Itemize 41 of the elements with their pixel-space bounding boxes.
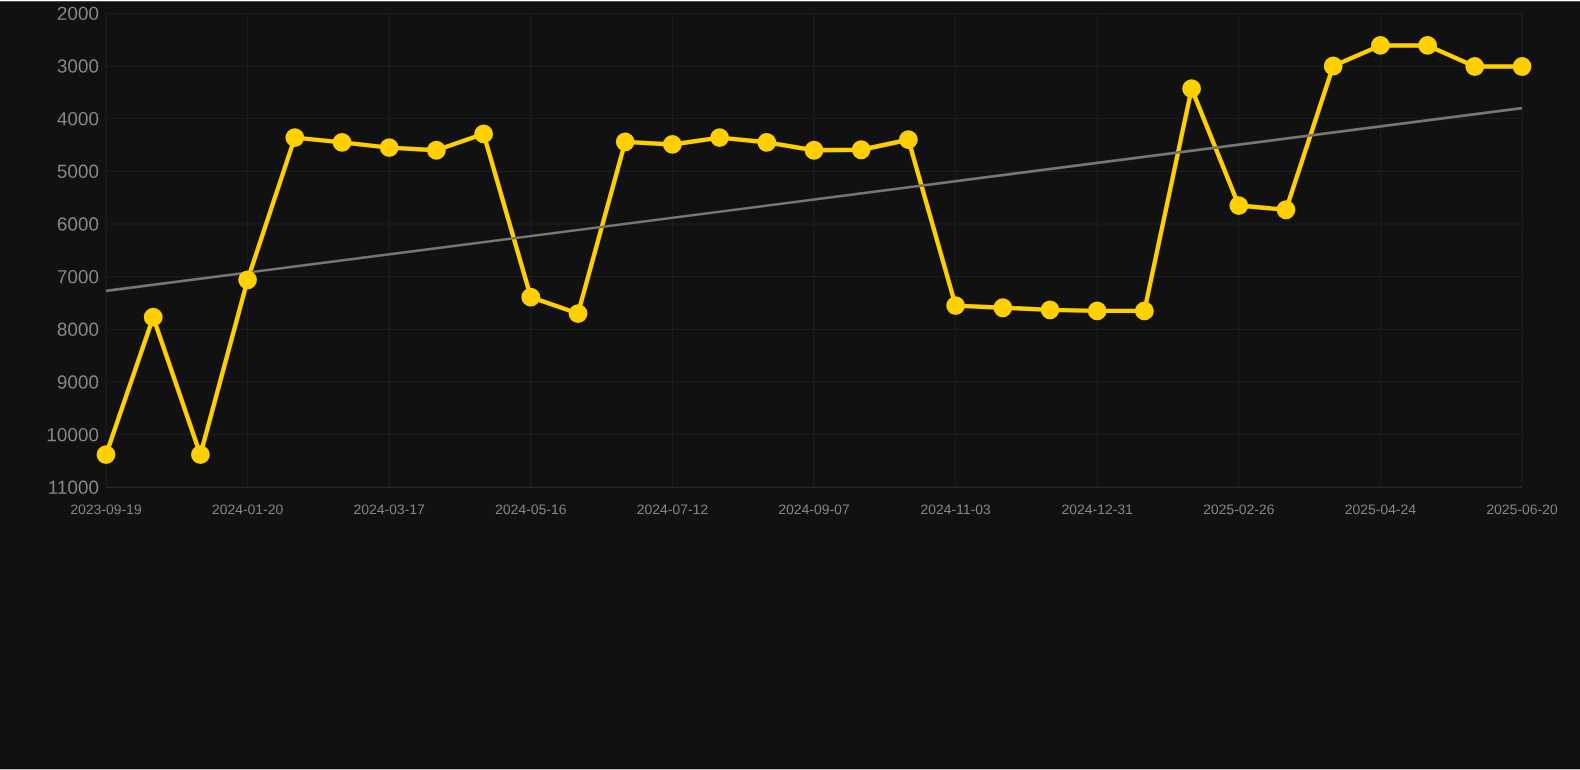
point [1182, 79, 1201, 99]
point [663, 135, 682, 155]
point [332, 133, 352, 153]
y-tick-label: 7000 [57, 270, 99, 284]
point [615, 132, 635, 152]
point [427, 141, 446, 160]
point [851, 140, 871, 160]
point [1040, 300, 1060, 320]
point [238, 270, 258, 290]
point [1371, 36, 1390, 56]
point [757, 133, 777, 153]
point [946, 296, 965, 316]
y-tick-label: 10000 [47, 428, 99, 442]
point [710, 128, 730, 148]
point [899, 130, 918, 150]
point [993, 298, 1013, 318]
point [804, 141, 824, 160]
point [143, 308, 163, 327]
point [568, 304, 588, 324]
point [1512, 57, 1532, 77]
y-tick-label: 8000 [57, 322, 99, 337]
point [191, 445, 210, 465]
y-tick-label: 6000 [57, 217, 99, 232]
point [1418, 36, 1438, 56]
y-tick-label: 4000 [57, 112, 99, 126]
point [1087, 301, 1107, 321]
point [96, 445, 116, 465]
y-tick-label: 9000 [57, 375, 99, 390]
point [1323, 56, 1343, 76]
point [379, 138, 399, 158]
point [474, 124, 494, 144]
y-tick-label: 5000 [57, 164, 99, 179]
point [285, 128, 305, 148]
y-tick-label: 11000 [49, 480, 99, 495]
point [1229, 196, 1249, 216]
point [1276, 200, 1296, 220]
point [1465, 57, 1485, 77]
point [521, 288, 541, 307]
y-tick-label: 2000 [57, 6, 99, 21]
point [1135, 301, 1154, 321]
y-tick-label: 3000 [57, 59, 99, 74]
